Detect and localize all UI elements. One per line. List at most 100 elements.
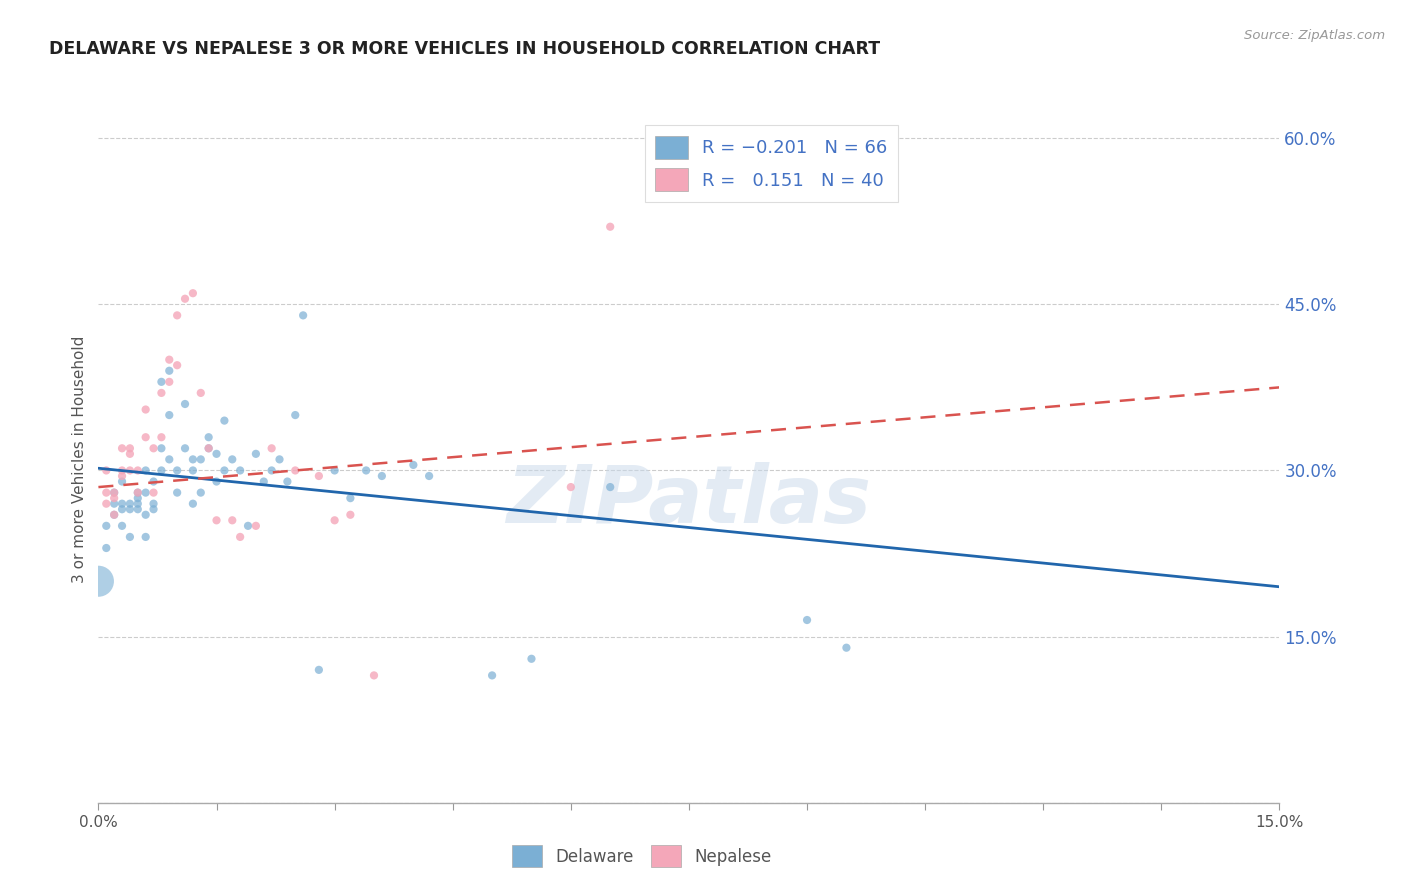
Point [796, 613, 818, 627]
Point [127, 491, 149, 505]
Point [308, 663, 330, 677]
Point [560, 480, 582, 494]
Point [118, 530, 141, 544]
Point [371, 469, 394, 483]
Point [276, 475, 298, 489]
Point [142, 502, 165, 516]
Point [292, 309, 315, 323]
Point [135, 463, 157, 477]
Point [166, 309, 188, 323]
Point [142, 442, 165, 456]
Point [150, 442, 173, 456]
Point [166, 485, 188, 500]
Point [157, 408, 180, 422]
Point [157, 452, 180, 467]
Text: ZIPatlas: ZIPatlas [506, 461, 872, 540]
Point [181, 463, 204, 477]
Point [150, 375, 173, 389]
Point [205, 447, 228, 461]
Point [103, 497, 125, 511]
Point [308, 469, 330, 483]
Point [150, 430, 173, 444]
Point [135, 430, 157, 444]
Point [599, 219, 621, 234]
Point [135, 485, 157, 500]
Point [142, 497, 165, 511]
Point [111, 519, 134, 533]
Point [135, 402, 157, 417]
Point [87, 574, 110, 589]
Point [111, 463, 134, 477]
Point [135, 508, 157, 522]
Point [142, 485, 165, 500]
Point [96, 485, 118, 500]
Point [205, 475, 228, 489]
Point [269, 452, 291, 467]
Point [520, 652, 543, 666]
Point [96, 541, 118, 555]
Point [118, 463, 141, 477]
Point [127, 502, 149, 516]
Point [245, 447, 267, 461]
Point [96, 463, 118, 477]
Point [174, 292, 197, 306]
Point [157, 375, 180, 389]
Point [190, 485, 212, 500]
Point [229, 463, 252, 477]
Point [118, 447, 141, 461]
Point [339, 491, 361, 505]
Point [111, 497, 134, 511]
Point [150, 385, 173, 400]
Point [111, 475, 134, 489]
Point [127, 485, 149, 500]
Point [157, 364, 180, 378]
Point [354, 463, 377, 477]
Point [197, 442, 219, 456]
Point [111, 442, 134, 456]
Point [339, 508, 361, 522]
Point [253, 475, 276, 489]
Point [127, 463, 149, 477]
Point [174, 397, 197, 411]
Point [229, 530, 252, 544]
Point [205, 513, 228, 527]
Point [181, 452, 204, 467]
Point [402, 458, 425, 472]
Y-axis label: 3 or more Vehicles in Household: 3 or more Vehicles in Household [72, 335, 87, 583]
Point [174, 442, 197, 456]
Point [260, 463, 283, 477]
Point [103, 485, 125, 500]
Point [323, 463, 346, 477]
Point [103, 508, 125, 522]
Point [181, 286, 204, 301]
Point [127, 485, 149, 500]
Point [197, 430, 219, 444]
Point [245, 519, 267, 533]
Point [418, 469, 440, 483]
Point [599, 480, 621, 494]
Point [157, 352, 180, 367]
Point [111, 469, 134, 483]
Point [284, 463, 307, 477]
Point [142, 475, 165, 489]
Point [323, 513, 346, 527]
Point [166, 358, 188, 372]
Point [111, 502, 134, 516]
Point [221, 513, 243, 527]
Point [363, 668, 385, 682]
Point [190, 385, 212, 400]
Point [166, 463, 188, 477]
Point [103, 508, 125, 522]
Legend: Delaware, Nepalese: Delaware, Nepalese [506, 838, 778, 873]
Point [260, 442, 283, 456]
Point [96, 497, 118, 511]
Point [214, 463, 236, 477]
Point [103, 491, 125, 505]
Point [127, 497, 149, 511]
Point [481, 668, 503, 682]
Point [103, 485, 125, 500]
Point [118, 442, 141, 456]
Point [96, 519, 118, 533]
Point [221, 452, 243, 467]
Point [181, 497, 204, 511]
